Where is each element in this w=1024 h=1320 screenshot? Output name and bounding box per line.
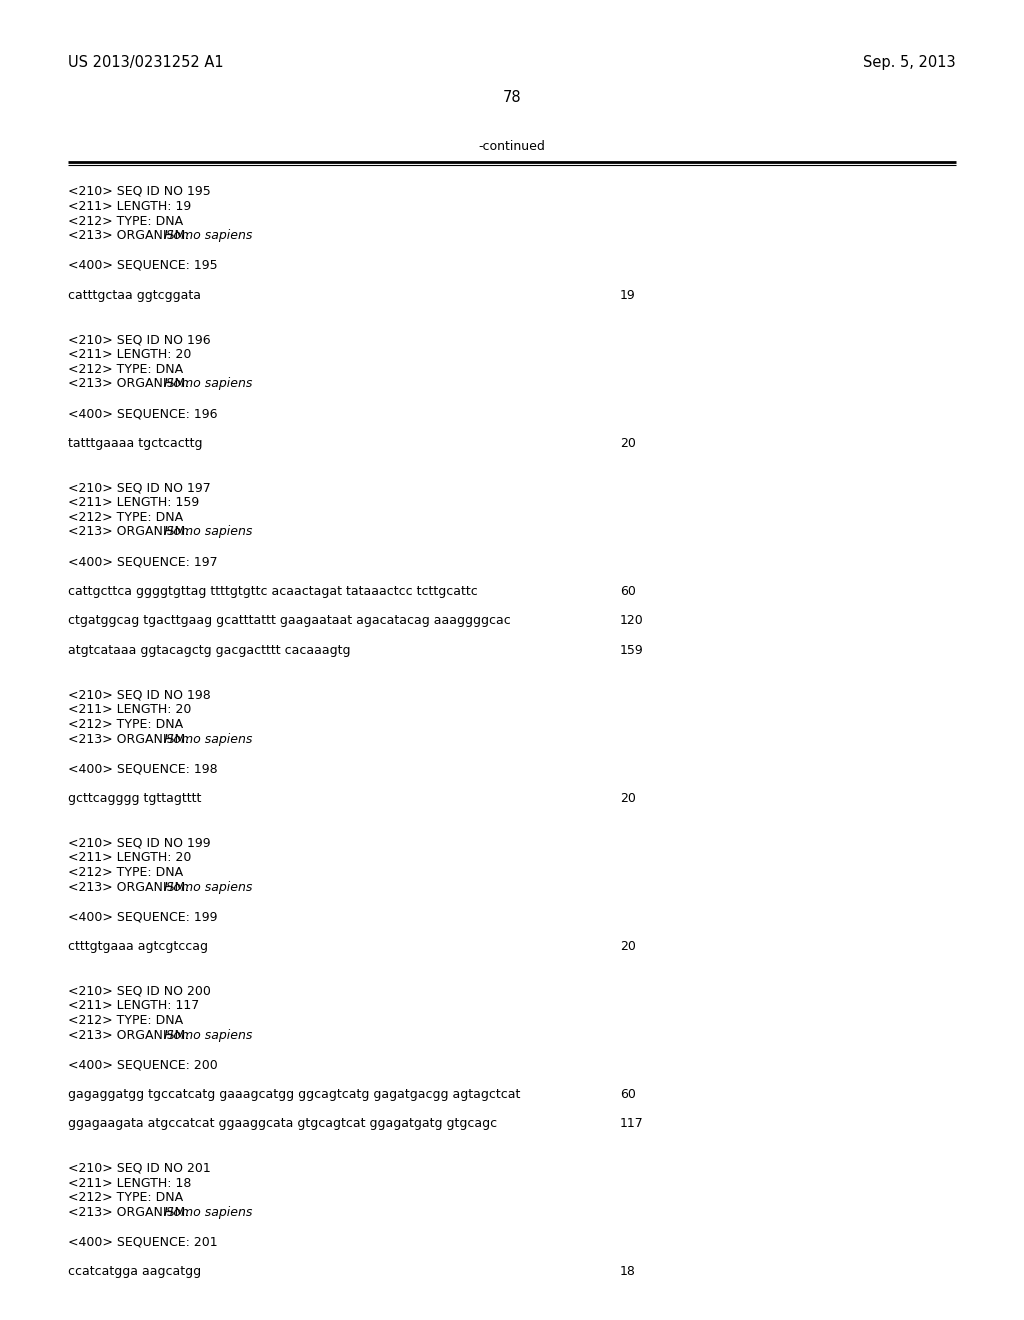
Text: 20: 20 xyxy=(620,437,636,450)
Text: US 2013/0231252 A1: US 2013/0231252 A1 xyxy=(68,55,223,70)
Text: <212> TYPE: DNA: <212> TYPE: DNA xyxy=(68,511,183,524)
Text: 159: 159 xyxy=(620,644,644,657)
Text: Homo sapiens: Homo sapiens xyxy=(164,880,253,894)
Text: <400> SEQUENCE: 198: <400> SEQUENCE: 198 xyxy=(68,762,218,775)
Text: <211> LENGTH: 117: <211> LENGTH: 117 xyxy=(68,999,200,1012)
Text: <213> ORGANISM:: <213> ORGANISM: xyxy=(68,1206,194,1220)
Text: <210> SEQ ID NO 197: <210> SEQ ID NO 197 xyxy=(68,480,211,494)
Text: <210> SEQ ID NO 195: <210> SEQ ID NO 195 xyxy=(68,185,211,198)
Text: <400> SEQUENCE: 195: <400> SEQUENCE: 195 xyxy=(68,259,218,272)
Text: <212> TYPE: DNA: <212> TYPE: DNA xyxy=(68,866,183,879)
Text: Homo sapiens: Homo sapiens xyxy=(164,1206,253,1220)
Text: 60: 60 xyxy=(620,585,636,598)
Text: 117: 117 xyxy=(620,1118,644,1130)
Text: <210> SEQ ID NO 198: <210> SEQ ID NO 198 xyxy=(68,688,211,701)
Text: Homo sapiens: Homo sapiens xyxy=(164,230,253,243)
Text: <211> LENGTH: 20: <211> LENGTH: 20 xyxy=(68,704,191,715)
Text: cattgcttca ggggtgttag ttttgtgttc acaactagat tataaactcc tcttgcattc: cattgcttca ggggtgttag ttttgtgttc acaacta… xyxy=(68,585,478,598)
Text: <213> ORGANISM:: <213> ORGANISM: xyxy=(68,230,194,243)
Text: 19: 19 xyxy=(620,289,636,301)
Text: <211> LENGTH: 18: <211> LENGTH: 18 xyxy=(68,1176,191,1189)
Text: <213> ORGANISM:: <213> ORGANISM: xyxy=(68,733,194,746)
Text: <213> ORGANISM:: <213> ORGANISM: xyxy=(68,378,194,391)
Text: <210> SEQ ID NO 200: <210> SEQ ID NO 200 xyxy=(68,985,211,997)
Text: 60: 60 xyxy=(620,1088,636,1101)
Text: gagaggatgg tgccatcatg gaaagcatgg ggcagtcatg gagatgacgg agtagctcat: gagaggatgg tgccatcatg gaaagcatgg ggcagtc… xyxy=(68,1088,520,1101)
Text: tatttgaaaa tgctcacttg: tatttgaaaa tgctcacttg xyxy=(68,437,203,450)
Text: <400> SEQUENCE: 197: <400> SEQUENCE: 197 xyxy=(68,554,218,568)
Text: 120: 120 xyxy=(620,614,644,627)
Text: 78: 78 xyxy=(503,90,521,106)
Text: Sep. 5, 2013: Sep. 5, 2013 xyxy=(863,55,956,70)
Text: <211> LENGTH: 20: <211> LENGTH: 20 xyxy=(68,347,191,360)
Text: <400> SEQUENCE: 199: <400> SEQUENCE: 199 xyxy=(68,911,217,923)
Text: Homo sapiens: Homo sapiens xyxy=(164,525,253,539)
Text: ggagaagata atgccatcat ggaaggcata gtgcagtcat ggagatgatg gtgcagc: ggagaagata atgccatcat ggaaggcata gtgcagt… xyxy=(68,1118,497,1130)
Text: <210> SEQ ID NO 196: <210> SEQ ID NO 196 xyxy=(68,333,211,346)
Text: Homo sapiens: Homo sapiens xyxy=(164,733,253,746)
Text: <400> SEQUENCE: 196: <400> SEQUENCE: 196 xyxy=(68,407,217,420)
Text: <213> ORGANISM:: <213> ORGANISM: xyxy=(68,1028,194,1041)
Text: <213> ORGANISM:: <213> ORGANISM: xyxy=(68,525,194,539)
Text: -continued: -continued xyxy=(478,140,546,153)
Text: <210> SEQ ID NO 199: <210> SEQ ID NO 199 xyxy=(68,836,211,849)
Text: <211> LENGTH: 20: <211> LENGTH: 20 xyxy=(68,851,191,865)
Text: <400> SEQUENCE: 200: <400> SEQUENCE: 200 xyxy=(68,1059,218,1072)
Text: gcttcagggg tgttagtttt: gcttcagggg tgttagtttt xyxy=(68,792,202,805)
Text: <210> SEQ ID NO 201: <210> SEQ ID NO 201 xyxy=(68,1162,211,1175)
Text: ctttgtgaaa agtcgtccag: ctttgtgaaa agtcgtccag xyxy=(68,940,208,953)
Text: 20: 20 xyxy=(620,940,636,953)
Text: Homo sapiens: Homo sapiens xyxy=(164,378,253,391)
Text: <212> TYPE: DNA: <212> TYPE: DNA xyxy=(68,1014,183,1027)
Text: <212> TYPE: DNA: <212> TYPE: DNA xyxy=(68,718,183,731)
Text: <213> ORGANISM:: <213> ORGANISM: xyxy=(68,880,194,894)
Text: atgtcataaa ggtacagctg gacgactttt cacaaagtg: atgtcataaa ggtacagctg gacgactttt cacaaag… xyxy=(68,644,350,657)
Text: <211> LENGTH: 159: <211> LENGTH: 159 xyxy=(68,496,200,508)
Text: <211> LENGTH: 19: <211> LENGTH: 19 xyxy=(68,199,191,213)
Text: 18: 18 xyxy=(620,1266,636,1278)
Text: <400> SEQUENCE: 201: <400> SEQUENCE: 201 xyxy=(68,1236,218,1249)
Text: <212> TYPE: DNA: <212> TYPE: DNA xyxy=(68,1192,183,1204)
Text: ccatcatgga aagcatgg: ccatcatgga aagcatgg xyxy=(68,1266,201,1278)
Text: catttgctaa ggtcggata: catttgctaa ggtcggata xyxy=(68,289,201,301)
Text: 20: 20 xyxy=(620,792,636,805)
Text: Homo sapiens: Homo sapiens xyxy=(164,1028,253,1041)
Text: <212> TYPE: DNA: <212> TYPE: DNA xyxy=(68,215,183,227)
Text: <212> TYPE: DNA: <212> TYPE: DNA xyxy=(68,363,183,376)
Text: ctgatggcag tgacttgaag gcatttattt gaagaataat agacatacag aaaggggcac: ctgatggcag tgacttgaag gcatttattt gaagaat… xyxy=(68,614,511,627)
